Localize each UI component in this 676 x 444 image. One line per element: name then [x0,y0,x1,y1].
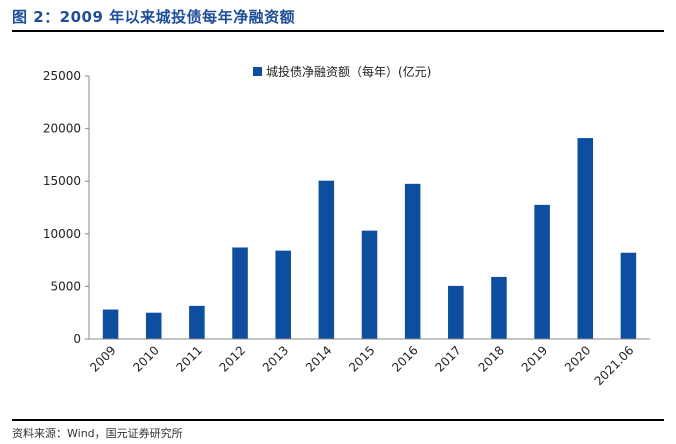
bar-2017 [448,285,464,339]
bars [102,138,637,339]
y-tick-label: 15000 [43,174,81,188]
bar-2012 [232,247,248,339]
x-axis: 2009 2010 2011 2012 2013 2014 2015 2016 2017 2018… [87,338,650,388]
x-tick-label: 2016 [389,343,420,374]
bar-2009 [102,309,119,339]
bar-2010 [145,312,162,339]
bar-chart: 城投债净融资额（每年）(亿元) 0 5000 10000 15000 20000 2500… [43,64,650,388]
y-tick-label: 20000 [43,122,81,136]
x-tick-label: 2020 [562,343,593,374]
legend-label: 城投债净融资额（每年）(亿元) [266,64,431,79]
y-tick-label: 10000 [43,227,81,241]
x-tick-label: 2013 [260,343,291,374]
y-tick-label: 25000 [43,69,81,83]
bar-2015 [361,230,378,339]
x-tick-label: 2011 [174,343,205,374]
y-tick-label: 5000 [50,279,81,293]
bar-2011 [189,305,205,339]
legend-swatch [253,67,262,76]
legend: 城投债净融资额（每年）(亿元) [253,64,431,79]
source-note: 资料来源：Wind，国元证券研究所 [12,427,183,440]
bottom-divider [12,419,664,421]
chart-title: 图 2：2009 年以来城投债每年净融资额 [12,8,296,26]
x-tick-label: 2009 [87,343,118,374]
bar-2021.06 [620,252,637,339]
bar-2014 [318,180,335,339]
x-tick-label: 2018 [476,343,507,374]
x-tick-label: 2019 [519,343,550,374]
x-tick-label: 2021.06 [592,343,637,388]
x-tick-label: 2017 [432,343,463,374]
x-tick-label: 2014 [303,343,334,374]
bar-2020 [577,138,594,339]
x-tick-label: 2012 [217,343,248,374]
x-tick-label: 2010 [130,343,161,374]
top-divider [12,30,664,32]
y-tick-label: 0 [73,332,81,346]
bar-2016 [404,183,421,339]
bar-2018 [491,276,507,339]
x-tick-label: 2015 [346,343,377,374]
y-axis: 0 5000 10000 15000 20000 25000 [43,69,90,346]
bar-2013 [275,250,291,339]
bar-2019 [534,204,550,339]
